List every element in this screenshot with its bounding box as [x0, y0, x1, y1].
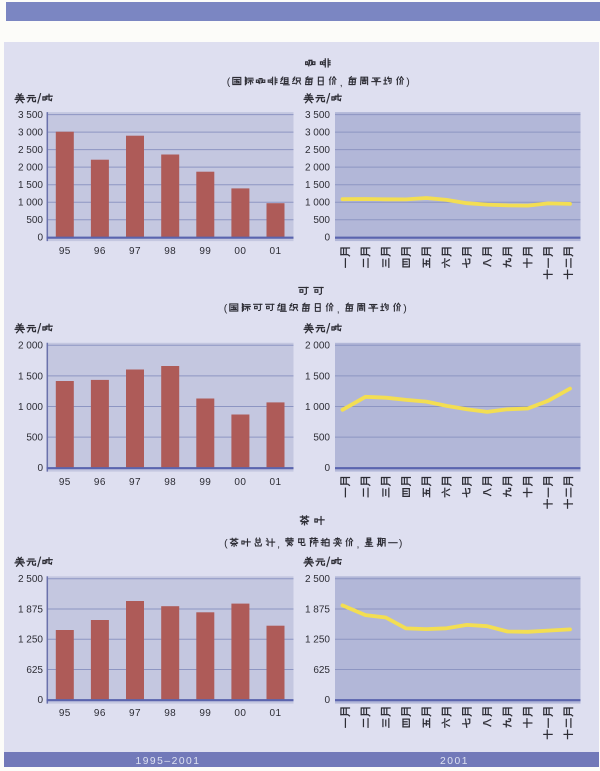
- svg-text:98: 98: [164, 246, 176, 257]
- svg-text:1 000: 1 000: [305, 198, 330, 209]
- svg-text:,: ,: [337, 304, 340, 316]
- svg-text:500: 500: [26, 433, 43, 444]
- svg-text:1 000: 1 000: [18, 402, 43, 413]
- svg-text:1 000: 1 000: [305, 402, 330, 413]
- svg-text:1 500: 1 500: [18, 371, 43, 382]
- svg-text:,: ,: [277, 539, 280, 551]
- svg-text:95: 95: [59, 477, 71, 488]
- svg-text:(: (: [227, 76, 231, 88]
- svg-text:1 500: 1 500: [18, 180, 43, 191]
- svg-text:1 875: 1 875: [305, 604, 330, 615]
- svg-text:97: 97: [129, 246, 141, 257]
- svg-text:(: (: [224, 303, 228, 315]
- svg-text:1 000: 1 000: [18, 198, 43, 209]
- svg-text:98: 98: [164, 477, 176, 488]
- svg-text:0: 0: [324, 463, 330, 474]
- svg-text:99: 99: [199, 246, 211, 257]
- svg-text:96: 96: [94, 708, 106, 719]
- svg-text:(: (: [224, 538, 228, 550]
- svg-text:500: 500: [313, 433, 330, 444]
- svg-text:3 500: 3 500: [18, 110, 43, 121]
- svg-text:0: 0: [37, 463, 43, 474]
- svg-text:95: 95: [59, 708, 71, 719]
- svg-text:00: 00: [234, 708, 246, 719]
- svg-text:96: 96: [94, 246, 106, 257]
- svg-text:00: 00: [234, 477, 246, 488]
- svg-text:1995–2001: 1995–2001: [135, 756, 200, 767]
- svg-text:500: 500: [313, 215, 330, 226]
- svg-text:2 000: 2 000: [305, 163, 330, 174]
- svg-text:): ): [399, 538, 403, 550]
- svg-text:0: 0: [37, 695, 43, 706]
- svg-text:3 000: 3 000: [305, 128, 330, 139]
- svg-text:1 500: 1 500: [305, 180, 330, 191]
- svg-text:1 250: 1 250: [18, 635, 43, 646]
- svg-text:625: 625: [313, 665, 330, 676]
- svg-text:01: 01: [270, 477, 282, 488]
- svg-text:01: 01: [270, 708, 282, 719]
- svg-text:625: 625: [26, 665, 43, 676]
- svg-text:2 500: 2 500: [18, 574, 43, 585]
- svg-text:,: ,: [357, 539, 360, 551]
- svg-text:): ): [406, 76, 410, 88]
- svg-text:0: 0: [37, 233, 43, 244]
- svg-text:97: 97: [129, 477, 141, 488]
- svg-text:3 500: 3 500: [305, 110, 330, 121]
- svg-text:2 000: 2 000: [18, 341, 43, 352]
- svg-text:2 500: 2 500: [305, 574, 330, 585]
- svg-text:2 000: 2 000: [305, 341, 330, 352]
- svg-text:1 875: 1 875: [18, 604, 43, 615]
- svg-text:97: 97: [129, 708, 141, 719]
- svg-text:3 000: 3 000: [18, 128, 43, 139]
- svg-text:00: 00: [234, 246, 246, 257]
- svg-text:95: 95: [59, 246, 71, 257]
- svg-text:98: 98: [164, 708, 176, 719]
- svg-text:): ): [403, 303, 407, 315]
- svg-text:500: 500: [26, 215, 43, 226]
- svg-text:99: 99: [199, 477, 211, 488]
- svg-text:,: ,: [340, 77, 343, 89]
- svg-text:2 000: 2 000: [18, 163, 43, 174]
- svg-text:2001: 2001: [440, 756, 469, 767]
- svg-text:0: 0: [324, 695, 330, 706]
- svg-text:99: 99: [199, 708, 211, 719]
- svg-text:96: 96: [94, 477, 106, 488]
- svg-text:1 250: 1 250: [305, 635, 330, 646]
- svg-text:2 500: 2 500: [18, 145, 43, 156]
- svg-text:01: 01: [270, 246, 282, 257]
- svg-text:0: 0: [324, 233, 330, 244]
- svg-text:2 500: 2 500: [305, 145, 330, 156]
- svg-text:1 500: 1 500: [305, 371, 330, 382]
